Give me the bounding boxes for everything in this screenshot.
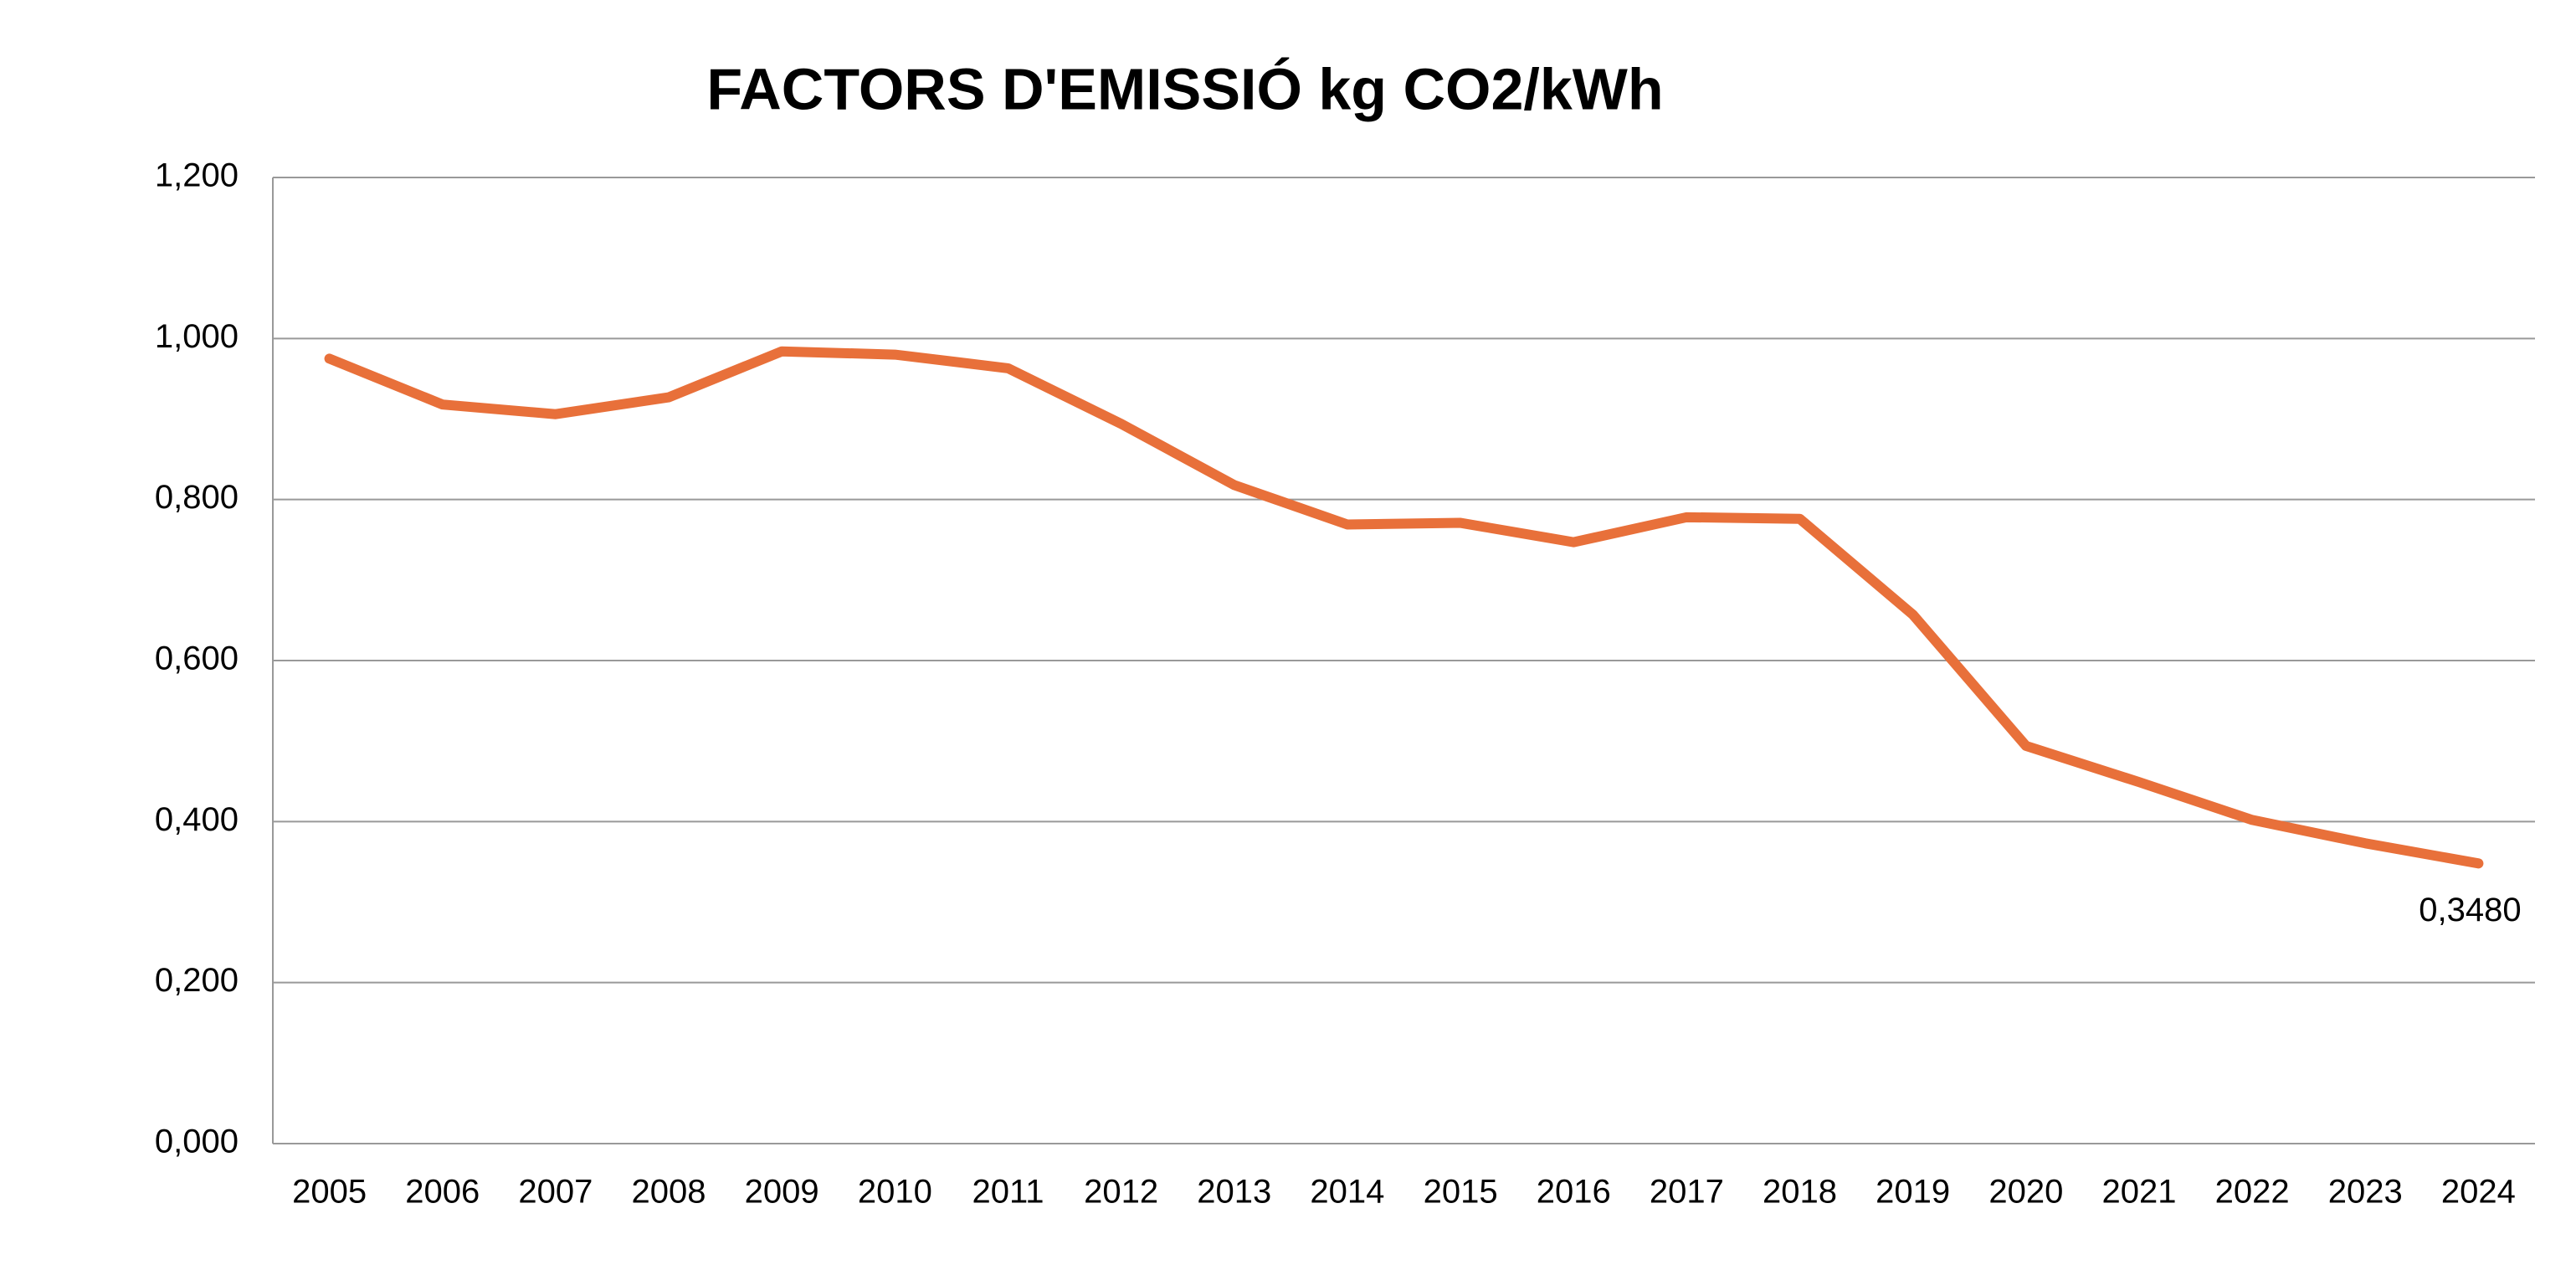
- x-tick-label: 2014: [1310, 1174, 1384, 1211]
- x-tick-label: 2023: [2328, 1174, 2403, 1211]
- y-tick-label: 0,800: [155, 479, 239, 516]
- x-tick-label: 2012: [1084, 1174, 1158, 1211]
- x-tick-label: 2010: [858, 1174, 932, 1211]
- x-tick-label: 2015: [1424, 1174, 1498, 1211]
- x-tick-label: 2008: [632, 1174, 706, 1211]
- x-tick-label: 2024: [2441, 1174, 2516, 1211]
- x-tick-label: 2005: [292, 1174, 367, 1211]
- y-tick-label: 0,400: [155, 801, 239, 838]
- x-tick-label: 2022: [2215, 1174, 2290, 1211]
- x-tick-label: 2020: [1988, 1174, 2063, 1211]
- data-label: 0,3480: [2419, 892, 2521, 928]
- x-tick-label: 2006: [405, 1174, 480, 1211]
- y-tick-label: 1,200: [155, 157, 239, 194]
- y-tick-label: 0,200: [155, 962, 239, 999]
- x-tick-label: 2007: [518, 1174, 593, 1211]
- x-tick-label: 2011: [972, 1174, 1044, 1211]
- y-tick-label: 1,000: [155, 318, 239, 355]
- line: [324, 346, 2484, 869]
- x-tick-label: 2016: [1537, 1174, 1611, 1211]
- y-tick-label: 0,600: [155, 640, 239, 677]
- y-tick-label: 0,000: [155, 1124, 239, 1160]
- x-tick-label: 2019: [1876, 1174, 1950, 1211]
- x-tick-label: 2013: [1197, 1174, 1271, 1211]
- chart-title: FACTORS D'EMISSIÓ kg CO2/kWh: [706, 56, 1663, 121]
- x-tick-label: 2017: [1650, 1174, 1724, 1211]
- x-tick-label: 2009: [745, 1174, 819, 1211]
- x-tick-label: 2018: [1763, 1174, 1837, 1211]
- x-tick-label: 2021: [2101, 1174, 2176, 1211]
